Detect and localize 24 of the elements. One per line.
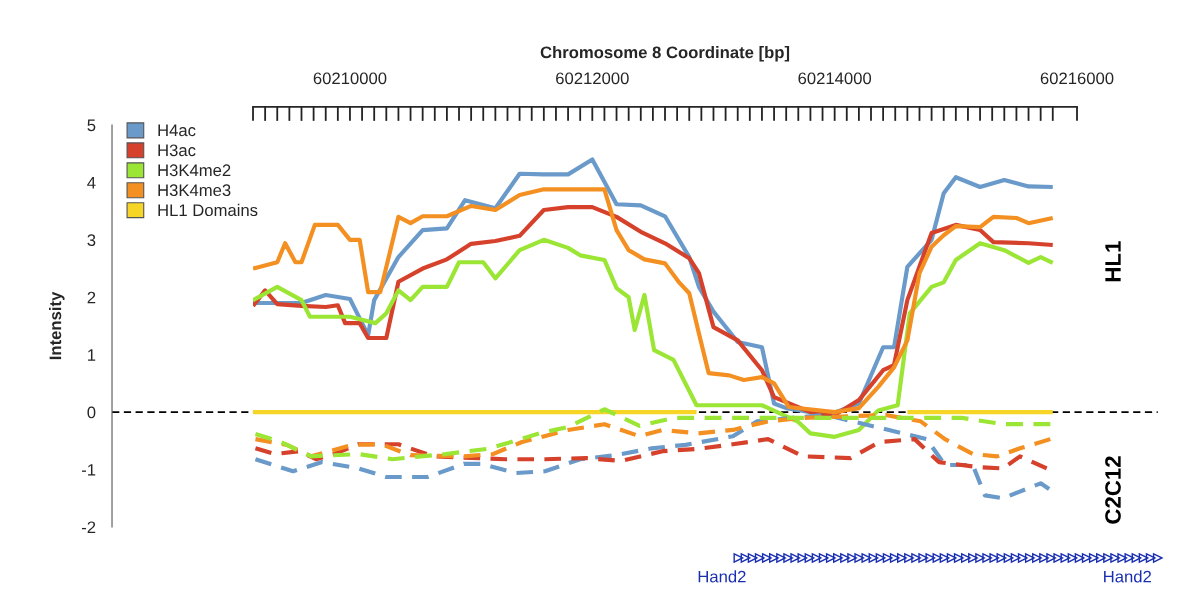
x-tick-label: 60214000: [798, 72, 872, 85]
x-axis-title: Chromosome 8 Coordinate [bp]: [540, 46, 790, 62]
x-tick-label: 60212000: [556, 72, 629, 85]
text: HL1: [1105, 241, 1121, 282]
y-axis-title: Intensity: [49, 291, 65, 360]
y-tick-label: 0: [87, 406, 96, 419]
legend-label: H3K4me2: [158, 164, 231, 177]
y-tick-label: -1: [81, 464, 96, 476]
legend-label: H3K4me3: [158, 184, 231, 197]
y-tick-label: 1: [88, 349, 96, 361]
text: Hand2: [1104, 570, 1151, 583]
line-series: [253, 437, 1049, 471]
y-tick-label: 2: [87, 291, 96, 304]
text: C2C12: [1105, 456, 1121, 524]
y-tick-label: -2: [81, 521, 96, 534]
y-tick-label: 5: [87, 119, 96, 132]
legend-label: H3ac: [158, 144, 196, 157]
x-tick-label: 60216000: [1040, 72, 1114, 85]
y-tick-label: 3: [87, 234, 96, 247]
x-tick-label: 60210000: [313, 72, 387, 85]
text: Hand2: [698, 570, 746, 583]
legend-label: H4ac: [158, 124, 196, 137]
y-tick-label: 4: [87, 176, 96, 189]
legend-label: HL1 Domains: [158, 203, 258, 217]
